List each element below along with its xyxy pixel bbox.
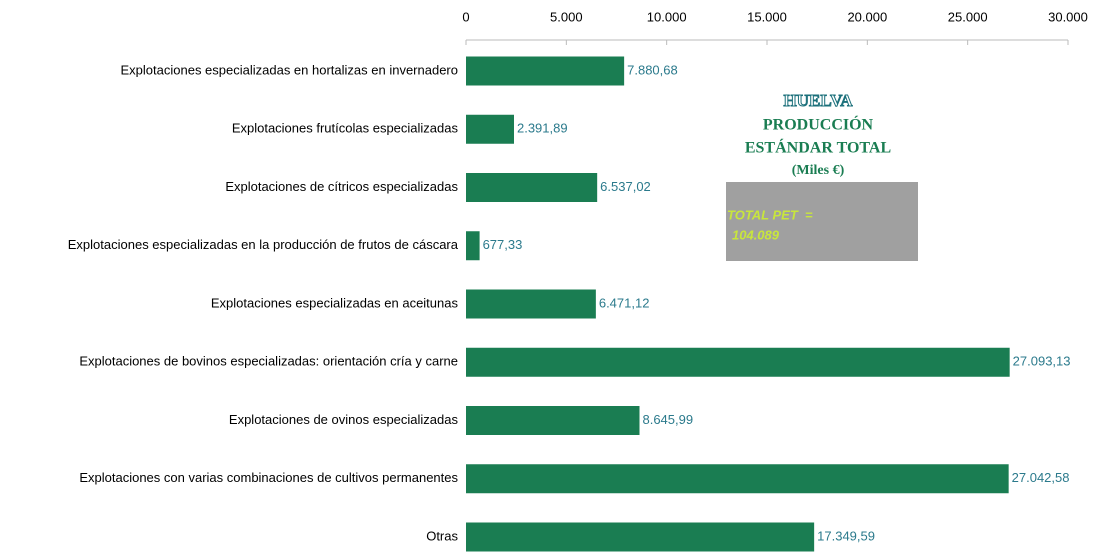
y-tick-label: Explotaciones de cítricos especializadas	[225, 179, 458, 194]
value-label: 6.471,12	[599, 295, 650, 310]
annotation: PRODUCCIÓN	[763, 115, 874, 134]
bar	[466, 231, 480, 261]
value-label: 677,33	[483, 237, 523, 252]
bar	[466, 289, 596, 319]
y-tick-label: Explotaciones con varias combinaciones d…	[79, 470, 458, 485]
value-label: 6.537,02	[600, 179, 651, 194]
x-tick-label: 30.000	[1048, 9, 1088, 24]
x-tick-label: 15.000	[747, 9, 787, 24]
value-label: 7.880,68	[627, 62, 678, 77]
bar	[466, 406, 640, 435]
y-tick-label: Explotaciones de ovinos especializadas	[229, 412, 459, 427]
x-tick-label: 20.000	[847, 9, 887, 24]
annotation: (Miles €)	[792, 163, 845, 178]
x-tick-label: 5.000	[550, 9, 583, 24]
value-label: 8.645,99	[642, 412, 693, 427]
annotation: HUELVA	[784, 91, 854, 110]
bar	[466, 173, 598, 202]
y-tick-label: Explotaciones de bovinos especializadas:…	[79, 354, 458, 369]
annotation: TOTAL PET =	[727, 207, 813, 222]
bar	[466, 56, 625, 86]
x-tick-label: 25.000	[948, 9, 988, 24]
bar	[466, 522, 815, 552]
bar	[466, 464, 1009, 494]
bar	[466, 347, 1010, 377]
x-tick-label: 0	[462, 9, 469, 24]
value-label: 2.391,89	[517, 121, 568, 136]
y-tick-label: Explotaciones frutícolas especializadas	[232, 121, 459, 136]
value-label: 27.042,58	[1012, 470, 1070, 485]
y-tick-label: Otras	[426, 528, 458, 543]
x-tick-label: 10.000	[647, 9, 687, 24]
y-tick-label: Explotaciones especializadas en hortaliz…	[121, 62, 459, 77]
value-label: 27.093,13	[1013, 354, 1071, 369]
annotation: 104.089	[732, 227, 780, 242]
bar	[466, 114, 514, 144]
annotation: ESTÁNDAR TOTAL	[745, 138, 891, 157]
y-tick-label: Explotaciones especializadas en aceituna…	[211, 295, 459, 310]
value-label: 17.349,59	[817, 528, 875, 543]
y-tick-label: Explotaciones especializadas en la produ…	[68, 237, 459, 252]
total-box	[726, 182, 918, 261]
